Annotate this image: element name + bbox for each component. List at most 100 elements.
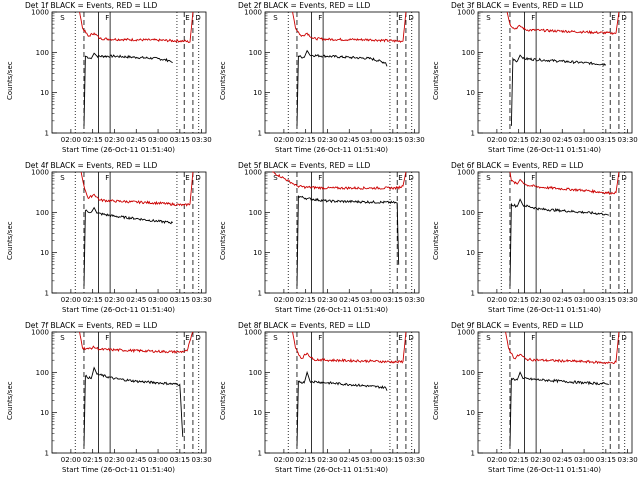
end-marker-label: E <box>398 14 402 22</box>
chart-title: Det 3f BLACK = Events, RED = LLD <box>451 1 584 10</box>
x-tick-label: 02:45 <box>552 296 572 304</box>
chart-panel: Det 5f BLACK = Events, RED = LLD Start Ti… <box>213 160 426 320</box>
x-axis-label: Start Time (26-Oct-11 01:51:40) <box>62 146 175 154</box>
x-tick-label: 02:30 <box>104 136 124 144</box>
y-tick-label: 1 <box>258 290 262 298</box>
x-tick-label: 02:45 <box>339 296 359 304</box>
decay-marker-label: D <box>408 334 413 342</box>
x-tick-label: 03:30 <box>192 456 212 464</box>
x-axis-label: Start Time (26-Oct-11 01:51:40) <box>62 466 175 474</box>
x-tick-label: 03:00 <box>574 136 594 144</box>
x-tick-label: 03:15 <box>383 296 403 304</box>
end-marker-label: E <box>611 174 615 182</box>
y-tick-label: 10 <box>253 249 262 257</box>
start-marker-label: S <box>273 14 278 22</box>
y-tick-label: 1000 <box>244 329 262 337</box>
x-axis-label: Start Time (26-Oct-11 01:51:40) <box>488 466 601 474</box>
y-tick-label: 10 <box>40 89 49 97</box>
y-tick-label: 1000 <box>31 329 49 337</box>
plot-svg: 1 10 100 1000 02:00 02:15 02:30 02:45 03:00 03:15… <box>31 9 212 145</box>
start-marker-label: S <box>60 174 65 182</box>
y-tick-label: 1000 <box>31 9 49 17</box>
y-tick-label: 100 <box>249 209 262 217</box>
plot-frame <box>477 171 633 294</box>
lld-series-line <box>272 171 407 191</box>
events-series-line <box>83 206 173 286</box>
x-tick-label: 02:00 <box>274 456 294 464</box>
flare-marker-label: F <box>105 14 109 22</box>
lld-series-line <box>509 171 620 196</box>
plot-frame <box>264 11 420 134</box>
x-tick-label: 02:45 <box>339 136 359 144</box>
x-tick-label: 03:00 <box>361 136 381 144</box>
lld-series-line <box>506 11 620 35</box>
x-tick-label: 02:15 <box>509 296 529 304</box>
y-tick-label: 1000 <box>244 9 262 17</box>
x-tick-label: 02:00 <box>61 456 81 464</box>
x-axis-label: Start Time (26-Oct-11 01:51:40) <box>488 306 601 314</box>
flare-marker-label: F <box>318 14 322 22</box>
x-tick-label: 02:00 <box>487 136 507 144</box>
y-tick-label: 1 <box>471 450 475 458</box>
plot-frame <box>477 331 633 454</box>
x-tick-label: 03:15 <box>383 456 403 464</box>
start-marker-label: S <box>486 174 491 182</box>
plot-svg: 1 10 100 1000 02:00 02:15 02:30 02:45 03:00 03:15… <box>31 169 212 305</box>
chart-panel: Det 1f BLACK = Events, RED = LLD Start Ti… <box>0 0 213 160</box>
plot-frame <box>477 11 633 134</box>
y-tick-label: 1 <box>45 450 49 458</box>
chart-panel: Det 7f BLACK = Events, RED = LLD Start Ti… <box>0 320 213 480</box>
lld-series-line <box>292 331 407 364</box>
chart-title: Det 1f BLACK = Events, RED = LLD <box>25 1 158 10</box>
plot-svg: 1 10 100 1000 02:00 02:15 02:30 02:45 03:00 03:15… <box>457 329 638 465</box>
decay-marker-label: D <box>621 174 626 182</box>
end-marker-label: E <box>611 334 615 342</box>
lld-series-line <box>80 171 194 207</box>
chart-panel: Det 4f BLACK = Events, RED = LLD Start Ti… <box>0 160 213 320</box>
plot-svg: 1 10 100 1000 02:00 02:15 02:30 02:45 03:00 03:15… <box>244 9 425 145</box>
x-tick-label: 03:15 <box>596 296 616 304</box>
x-tick-label: 02:15 <box>296 296 316 304</box>
x-tick-label: 02:15 <box>83 456 103 464</box>
x-tick-label: 03:30 <box>405 136 425 144</box>
x-tick-label: 02:00 <box>274 136 294 144</box>
chart-title: Det 8f BLACK = Events, RED = LLD <box>238 321 371 330</box>
plot-frame <box>51 11 207 134</box>
y-tick-label: 1000 <box>244 169 262 177</box>
x-tick-label: 02:30 <box>530 296 550 304</box>
y-tick-label: 1000 <box>31 169 49 177</box>
y-tick-label: 10 <box>466 249 475 257</box>
x-tick-label: 02:15 <box>509 456 529 464</box>
flare-marker-label: F <box>105 174 109 182</box>
decay-marker-label: D <box>621 14 626 22</box>
x-tick-label: 02:30 <box>317 456 337 464</box>
x-tick-label: 02:30 <box>317 136 337 144</box>
y-tick-label: 1 <box>471 290 475 298</box>
x-tick-label: 02:30 <box>530 136 550 144</box>
y-tick-label: 100 <box>36 49 49 57</box>
chart-title: Det 4f BLACK = Events, RED = LLD <box>25 161 158 170</box>
lld-series-line <box>79 331 194 354</box>
plot-svg: 1 10 100 1000 02:00 02:15 02:30 02:45 03:00 03:15… <box>31 329 212 465</box>
x-tick-label: 03:00 <box>574 456 594 464</box>
x-tick-label: 02:30 <box>104 296 124 304</box>
x-tick-label: 02:45 <box>552 136 572 144</box>
x-tick-label: 02:00 <box>61 296 81 304</box>
x-tick-label: 03:00 <box>148 456 168 464</box>
end-marker-label: E <box>611 14 615 22</box>
chart-panel: Det 8f BLACK = Events, RED = LLD Start Ti… <box>213 320 426 480</box>
y-tick-label: 1000 <box>457 9 475 17</box>
y-tick-label: 100 <box>249 49 262 57</box>
y-tick-label: 100 <box>462 49 475 57</box>
end-marker-label: E <box>185 174 189 182</box>
x-tick-label: 02:45 <box>339 456 359 464</box>
x-tick-label: 02:45 <box>126 296 146 304</box>
plot-frame <box>264 171 420 294</box>
x-tick-label: 02:45 <box>552 456 572 464</box>
plot-frame <box>51 171 207 294</box>
y-tick-label: 1000 <box>457 329 475 337</box>
events-series-line <box>296 49 388 126</box>
x-tick-label: 02:00 <box>487 296 507 304</box>
x-tick-label: 03:15 <box>170 296 190 304</box>
